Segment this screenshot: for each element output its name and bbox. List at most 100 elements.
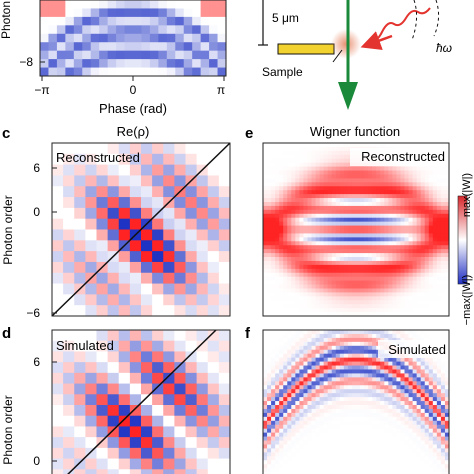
wigner-cell	[343, 217, 349, 223]
wigner-cell	[343, 381, 349, 386]
wigner-cell	[303, 369, 308, 374]
matrix-cell	[152, 351, 164, 363]
wigner-cell	[432, 361, 438, 366]
wigner-cell	[267, 452, 272, 457]
wigner-cell	[327, 444, 333, 449]
wigner-cell	[275, 408, 280, 414]
matrix-cell	[96, 143, 109, 155]
wigner-cell	[315, 174, 321, 179]
wigner-cell	[283, 389, 288, 394]
wigner-cell	[416, 257, 422, 262]
matrix-cell	[163, 175, 175, 187]
wigner-cell	[307, 365, 312, 370]
wigner-cell	[299, 264, 304, 270]
heatmap-cell	[56, 8, 66, 18]
wigner-cell	[412, 444, 418, 449]
wigner-cell	[339, 472, 345, 474]
wigner-cell	[303, 205, 308, 211]
wigner-cell	[420, 260, 426, 266]
wigner-cell	[343, 365, 349, 370]
wigner-cell	[275, 424, 280, 430]
wigner-cell	[432, 288, 438, 293]
wigner-cell	[424, 472, 430, 474]
wigner-cell	[291, 330, 296, 335]
wigner-cell	[380, 312, 385, 317]
wigner-cell	[384, 440, 389, 445]
matrix-cell	[152, 330, 164, 342]
wigner-cell	[331, 260, 337, 266]
wigner-cell	[271, 182, 276, 187]
wigner-cell	[360, 237, 365, 242]
wigner-cell	[404, 369, 409, 374]
heatmap-cell	[116, 0, 125, 9]
heatmap-cell	[124, 0, 134, 9]
matrix-cell	[118, 218, 131, 230]
wigner-cell	[404, 300, 409, 305]
wigner-cell	[327, 408, 333, 414]
wigner-cell	[408, 373, 414, 378]
wigner-cell	[360, 170, 365, 175]
wigner-cell	[307, 468, 312, 473]
heatmap-cell	[149, 0, 159, 9]
wigner-cell	[275, 280, 280, 285]
wigner-cell	[327, 361, 333, 366]
wigner-cell	[432, 464, 438, 469]
matrix-cell	[52, 261, 64, 274]
wigner-cell	[384, 401, 389, 406]
wigner-cell	[347, 444, 353, 449]
wigner-cell	[356, 420, 361, 426]
wigner-cell	[404, 361, 409, 366]
wigner-cell	[364, 186, 369, 191]
wigner-cell	[408, 381, 414, 386]
wigner-cell	[267, 209, 272, 215]
matrix-cell	[174, 261, 186, 274]
matrix-cell	[74, 207, 86, 220]
wigner-cell	[360, 233, 365, 238]
wigner-cell	[315, 292, 321, 297]
wigner-cell	[392, 369, 397, 374]
wigner-cell	[351, 241, 357, 246]
wigner-cell	[420, 276, 426, 282]
wigner-cell	[271, 365, 276, 370]
wigner-cell	[416, 401, 422, 406]
matrix-cell	[85, 164, 97, 176]
wigner-cell	[444, 284, 450, 289]
wigner-cell	[287, 440, 292, 445]
wigner-cell	[440, 272, 446, 278]
wigner-cell	[267, 194, 272, 199]
wigner-cell	[351, 178, 357, 183]
wigner-cell	[303, 444, 308, 449]
wigner-cell	[392, 312, 397, 317]
wigner-cell	[388, 268, 393, 274]
wigner-cell	[408, 174, 414, 179]
wigner-cell	[271, 345, 276, 351]
wigner-cell	[368, 229, 373, 234]
wigner-cell	[364, 345, 369, 351]
heatmap-cell	[175, 50, 185, 60]
wigner-cell	[335, 249, 341, 254]
wigner-cell	[263, 154, 268, 160]
wigner-cell	[356, 428, 361, 434]
wigner-cell	[351, 296, 357, 301]
wigner-cell	[343, 201, 349, 207]
matrix-cell	[118, 330, 131, 342]
wigner-cell	[440, 330, 446, 335]
matrix-cell	[96, 186, 109, 198]
wigner-cell	[347, 284, 353, 289]
wigner-cell	[263, 432, 268, 437]
wigner-cell	[339, 440, 345, 445]
wigner-cell	[335, 209, 341, 215]
wigner-cell	[372, 472, 377, 474]
wigner-cell	[364, 349, 369, 355]
wigner-cell	[295, 381, 300, 386]
wigner-cell	[287, 288, 292, 293]
wigner-cell	[372, 280, 377, 285]
wigner-cell	[392, 245, 397, 250]
wigner-cell	[412, 397, 418, 402]
wigner-cell	[299, 296, 304, 301]
wigner-cell	[388, 464, 393, 469]
wigner-cell	[327, 209, 333, 215]
matrix-cell	[141, 458, 153, 470]
wigner-cell	[351, 385, 357, 390]
wigner-cell	[380, 412, 385, 418]
